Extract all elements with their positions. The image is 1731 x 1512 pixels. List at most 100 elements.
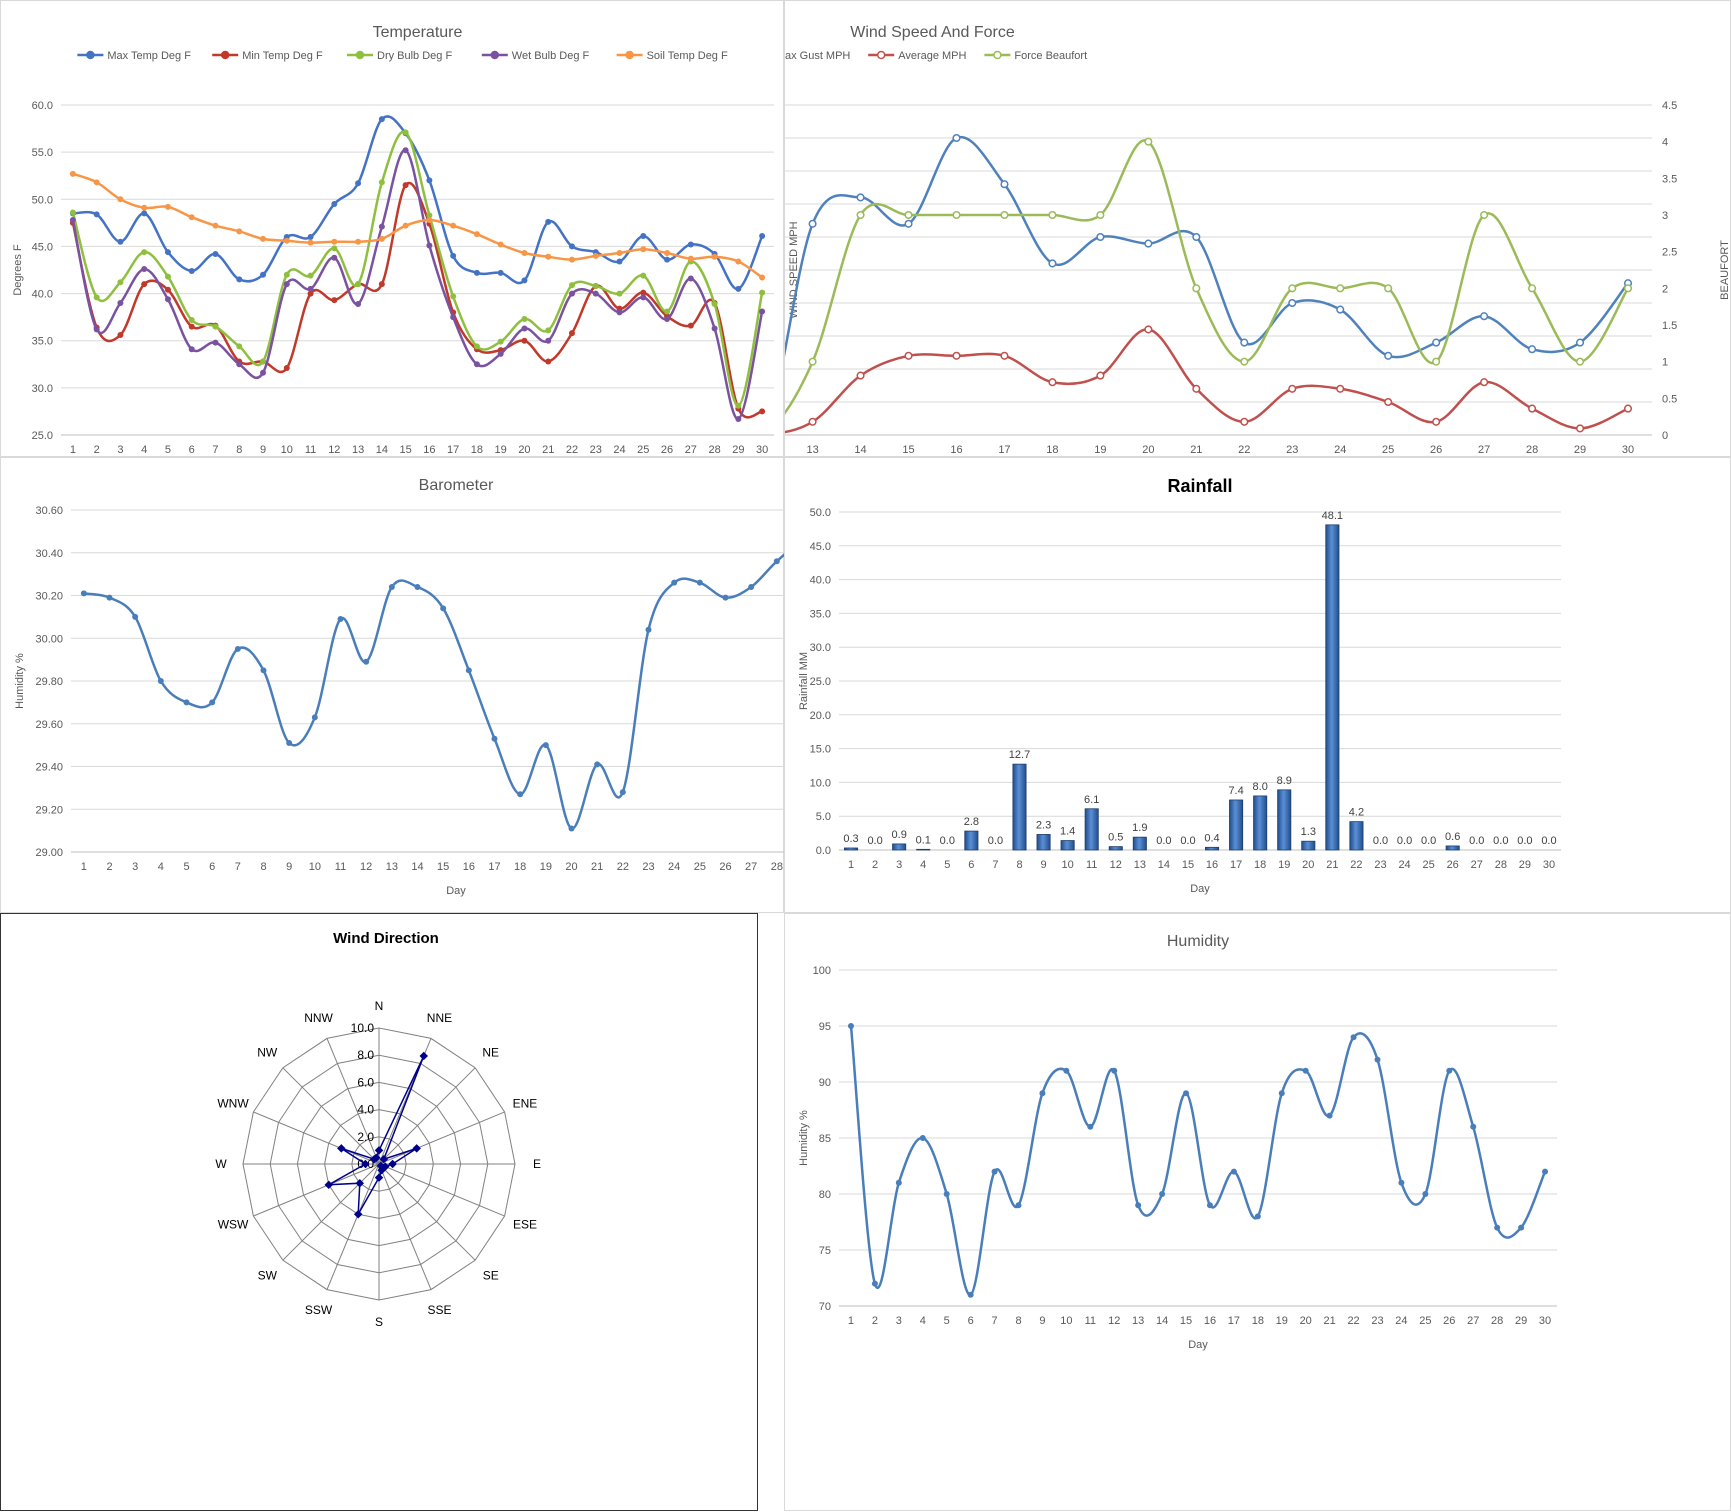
wind-direction-panel: Wind Direction N NNE NE ENE E ESE SE SSE S SSW SW WS… [0, 913, 758, 1511]
data-point [1183, 1090, 1190, 1097]
x-tick-label: 30 [756, 444, 768, 456]
x-tick-label: 7 [992, 1315, 998, 1327]
data-point [904, 351, 913, 360]
data-point [355, 180, 362, 187]
bar-value-label: 0.0 [1397, 835, 1412, 847]
data-point [355, 300, 362, 307]
x-tick-label: 12 [360, 861, 372, 873]
radar-category-label: WSW [218, 1217, 249, 1231]
data-point [141, 210, 148, 217]
bar-value-label: 0.0 [1493, 835, 1508, 847]
data-point [286, 739, 293, 746]
bar [1132, 836, 1147, 851]
x-tick-label: 14 [854, 444, 866, 456]
data-point [465, 667, 472, 674]
x-tick-label: 27 [1471, 859, 1483, 871]
radar-spoke [253, 1163, 380, 1217]
data-point [117, 332, 124, 339]
data-point [388, 583, 395, 590]
x-tick-label: 28 [1495, 859, 1507, 871]
chart-title: Humidity [1167, 933, 1229, 950]
legend-entry: Force Beaufort [984, 50, 1087, 62]
humidity-panel: Humidity 70 75 80 85 90 95 100 1 2 3 4 5 6 7 8 9 10 11 12 13… [784, 913, 1731, 1511]
data-point [1336, 384, 1345, 393]
x-tick-label: 29 [1515, 1315, 1527, 1327]
data-point [759, 308, 766, 315]
data-point [1336, 284, 1345, 293]
radar-spoke [378, 1163, 505, 1217]
data-point [943, 1191, 950, 1197]
x-tick-label: 16 [423, 444, 435, 456]
data-point [517, 791, 524, 798]
x-tick-label: 6 [189, 444, 195, 456]
series-max-temp-deg-f [69, 115, 766, 292]
series-line [71, 181, 763, 419]
radar-category-label: SSE [427, 1303, 451, 1317]
x-tick-label: 27 [1467, 1315, 1479, 1327]
bar-value-label: 0.0 [1373, 835, 1388, 847]
data-point [473, 269, 480, 276]
radar-spoke [282, 1067, 380, 1165]
y-right-tick-label: 3 [1662, 210, 1668, 222]
y-tick-label: 29.00 [35, 847, 63, 859]
data-point [426, 217, 433, 224]
y-tick-label: 45.0 [32, 241, 53, 253]
data-point [209, 699, 216, 706]
data-point [592, 290, 599, 297]
y-tick-label: 45.0 [810, 541, 831, 553]
data-point [497, 269, 504, 276]
data-point [1432, 338, 1441, 347]
x-tick-label: 13 [386, 861, 398, 873]
x-tick-label: 16 [950, 444, 962, 456]
data-point [378, 223, 385, 230]
legend-marker [355, 50, 365, 60]
x-axis-title: Day [1190, 883, 1210, 895]
temperature-panel: Temperature 25.0 30.0 35.0 40.0 45.0 50.0 55.0 6… [0, 0, 784, 457]
legend-entry: Average MPH [868, 50, 967, 62]
data-point [473, 231, 480, 238]
data-point [952, 133, 961, 143]
data-point [568, 282, 575, 289]
chart-title: Wind Direction [333, 930, 439, 947]
x-tick-label: 14 [411, 861, 423, 873]
bar-value-label: 2.8 [964, 816, 979, 828]
bar-value-label: 4.2 [1349, 807, 1364, 819]
bar-value-label: 0.0 [988, 835, 1003, 847]
x-tick-label: 15 [902, 444, 914, 456]
x-tick-label: 9 [286, 861, 292, 873]
data-point [1623, 284, 1633, 293]
legend-label: Force Beaufort [1014, 50, 1087, 62]
data-point [521, 277, 528, 284]
y-tick-label: 100 [813, 965, 831, 977]
data-point [1446, 1067, 1453, 1074]
bar-value-label: 0.0 [1180, 835, 1195, 847]
x-tick-label: 21 [591, 861, 603, 873]
legend-label: Min Temp Deg F [242, 50, 323, 62]
data-point [236, 276, 243, 283]
y-tick-label: 30.40 [35, 548, 63, 560]
x-tick-label: 25 [637, 444, 649, 456]
data-point [1384, 397, 1393, 407]
x-tick-label: 3 [132, 861, 138, 873]
x-tick-label: 18 [514, 861, 526, 873]
data-point [1576, 424, 1585, 433]
bar [1012, 763, 1027, 851]
x-tick-label: 18 [471, 444, 483, 456]
x-tick-label: 26 [661, 444, 673, 456]
data-point [1480, 378, 1489, 387]
radar-tick-label: 8.0 [357, 1048, 374, 1062]
data-point [497, 338, 504, 345]
data-point [568, 825, 575, 832]
x-tick-label: 1 [848, 1315, 854, 1327]
data-point [722, 594, 729, 601]
x-tick-label: 14 [376, 444, 388, 456]
data-point [735, 258, 742, 265]
data-point [1528, 345, 1537, 354]
data-point [1288, 284, 1297, 293]
bar [1205, 846, 1220, 851]
data-point [283, 271, 290, 278]
bar [1036, 834, 1051, 851]
data-point [69, 170, 76, 177]
data-point [402, 147, 409, 154]
radar-tick-label: 6.0 [357, 1075, 374, 1089]
